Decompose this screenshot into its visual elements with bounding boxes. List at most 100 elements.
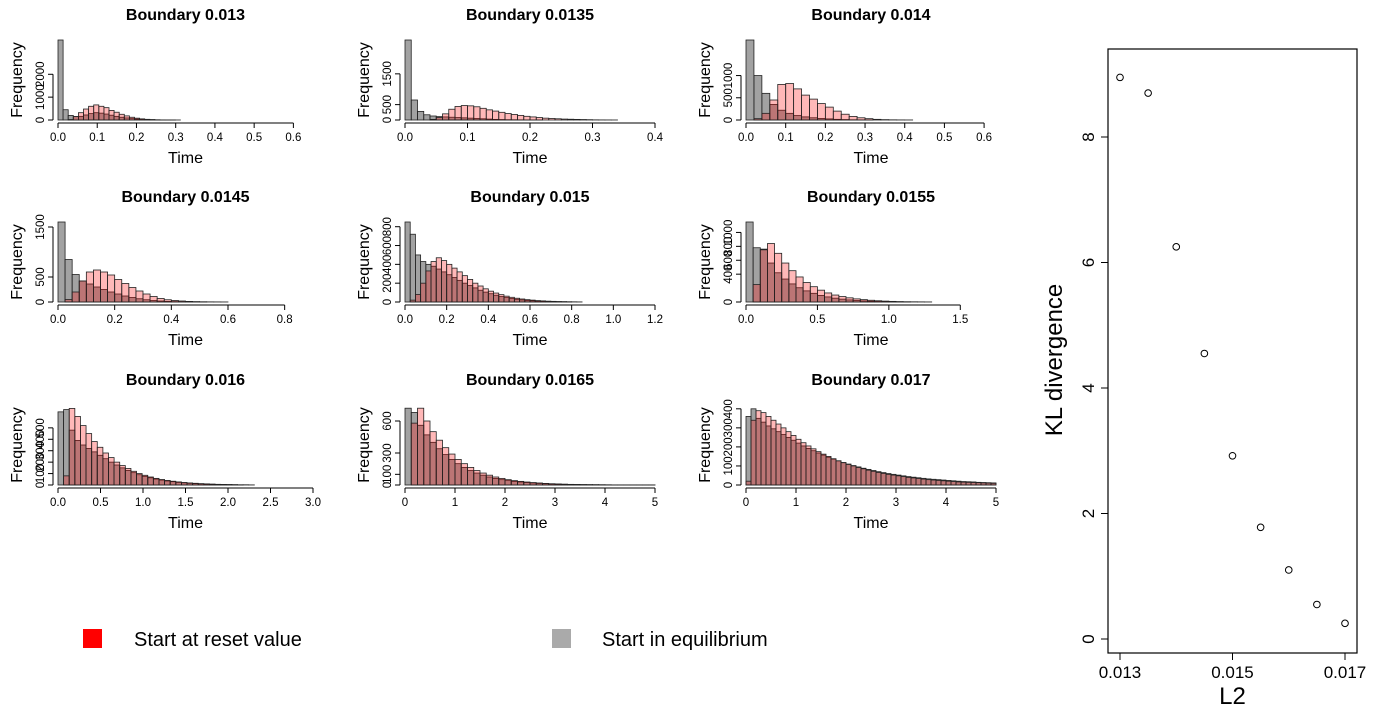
data-point-5: [1256, 523, 1265, 532]
bar-reset-48: [985, 482, 992, 486]
bar-reset-17: [152, 477, 160, 486]
x-tick-label: 4: [943, 497, 950, 509]
bar-reset-47: [980, 482, 987, 486]
bar-reset-14: [492, 476, 500, 486]
x-tick-label: 0.3: [168, 132, 184, 144]
bar-reset-10: [467, 105, 475, 121]
bar-reset-26: [875, 472, 882, 486]
bar-equilibrium-0: [745, 416, 752, 486]
bar-reset-4: [774, 252, 783, 303]
bar-reset-18: [874, 300, 883, 303]
bar-reset-7: [795, 276, 804, 303]
x-tick-label: 0.0: [738, 314, 754, 326]
histogram-panel-6: Boundary 0.0155 0.0 0.5 1.0 1.5 Time 0 40060080…: [697, 189, 968, 349]
bar-reset-28: [550, 300, 557, 303]
bar-reset-42: [955, 481, 962, 486]
bar-reset-18: [185, 300, 193, 303]
data-point-3: [1200, 349, 1209, 358]
bar-equilibrium-0: [745, 221, 754, 303]
histogram-panel-5: Boundary 0.015 0.0 0.2 0.4 0.6 0.8 1.0 1.2 Time 0…: [356, 189, 663, 349]
bar-reset-2: [415, 294, 422, 303]
bar-reset-11: [800, 442, 807, 486]
bar-reset-16: [872, 118, 882, 121]
bar-reset-7: [96, 446, 104, 486]
bar-reset-13: [810, 448, 817, 486]
y-tick-label: 0: [1079, 634, 1098, 643]
bar-reset-27: [573, 118, 581, 121]
x-axis-label: Time: [854, 150, 889, 167]
bar-reset-15: [852, 298, 861, 303]
bar-reset-23: [548, 118, 556, 121]
x-tick-label: 0: [743, 497, 749, 509]
plot-frame: [1107, 48, 1358, 654]
bar-reset-7: [448, 453, 456, 486]
x-axis-label: Time: [513, 332, 548, 349]
x-tick-label: 0.0: [50, 314, 66, 326]
x-tick-label: 0.2: [439, 314, 455, 326]
y-tick-label: 1000: [723, 220, 735, 246]
y-tick-label: 0: [35, 299, 47, 305]
bar-reset-17: [178, 300, 186, 303]
bar-reset-44: [965, 481, 972, 486]
y-tick-label: 200: [382, 274, 394, 293]
bar-reset-7: [448, 108, 456, 121]
y-tick-label: 800: [382, 217, 394, 236]
bar-reset-27: [880, 472, 887, 486]
bar-reset-12: [479, 107, 487, 121]
x-tick-label: 1.0: [605, 314, 621, 326]
bar-reset-16: [825, 456, 832, 486]
bar-reset-18: [158, 479, 165, 486]
y-tick-label: 1000: [35, 84, 47, 110]
bar-reset-3: [760, 412, 767, 486]
bar-reset-8: [454, 458, 462, 486]
y-tick-label: 400: [382, 255, 394, 274]
bar-reset-15: [820, 453, 827, 486]
x-tick-label: 1.0: [881, 314, 897, 326]
bar-reset-1: [64, 299, 73, 303]
bar-reset-20: [845, 464, 852, 486]
bar-reset-22: [542, 117, 550, 121]
x-tick-label: 0.1: [460, 132, 476, 144]
bar-reset-40: [945, 480, 952, 486]
bar-reset-20: [529, 482, 537, 486]
bar-reset-15: [141, 474, 149, 486]
bar-equilibrium-0: [404, 221, 411, 303]
x-tick-label: 0.5: [246, 132, 262, 144]
bar-reset-24: [192, 482, 199, 486]
y-tick-label: 600: [382, 236, 394, 255]
bar-reset-19: [523, 115, 531, 121]
y-axis-label: Frequency: [697, 42, 714, 118]
y-axis-label: Frequency: [356, 42, 373, 118]
y-tick-label: 2: [1079, 509, 1098, 518]
bar-reset-26: [567, 483, 575, 486]
bar-reset-5: [430, 261, 437, 303]
y-tick-label: 300: [723, 418, 735, 437]
bar-reset-6: [435, 257, 442, 303]
x-tick-label: 0.0: [50, 497, 66, 509]
bar-reset-10: [467, 466, 475, 486]
y-axis-label: Frequency: [9, 42, 26, 118]
histogram-panel-7: Boundary 0.016 0.0 0.5 1.0 1.5 2.0 2.5 3.0 Time 0…: [9, 372, 321, 532]
bar-equilibrium-2: [417, 110, 425, 121]
bar-reset-28: [885, 473, 892, 486]
x-tick-label: 0.4: [897, 132, 914, 144]
bar-reset-6: [88, 105, 95, 121]
y-tick-label: 0: [382, 117, 394, 123]
bar-reset-15: [864, 118, 874, 121]
panel-title: Boundary 0.0165: [466, 372, 594, 389]
data-point-0: [1116, 73, 1124, 82]
bar-equilibrium-1: [753, 75, 763, 121]
y-tick-label: 100: [723, 456, 735, 475]
x-tick-label: 1.5: [952, 314, 968, 326]
data-point-7: [1313, 600, 1321, 609]
x-tick-label: 0.015: [1211, 663, 1254, 682]
bar-reset-19: [523, 481, 531, 486]
y-tick-label: 600: [723, 251, 735, 270]
bar-reset-3: [423, 420, 431, 486]
bar-reset-12: [124, 468, 132, 486]
bar-reset-10: [113, 461, 121, 486]
bar-reset-12: [831, 294, 840, 303]
bar-reset-8: [102, 452, 109, 486]
legend: Start at reset value Start in equilibriu…: [83, 629, 768, 651]
bar-reset-6: [788, 270, 797, 303]
